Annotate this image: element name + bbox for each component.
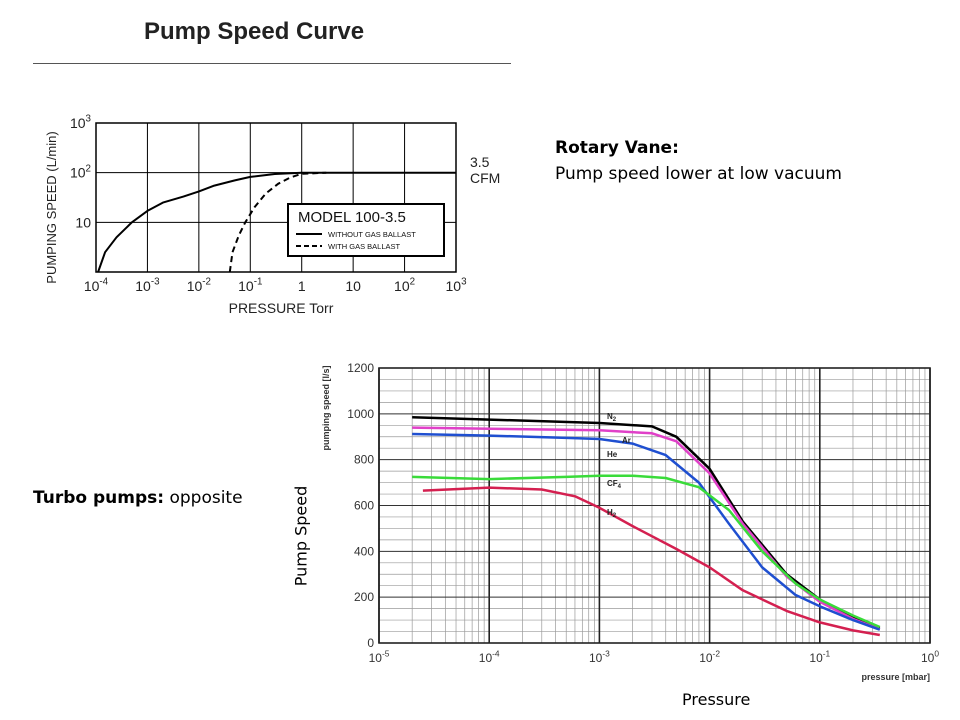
chart2-y-tick-label: 1000 [347,407,374,421]
turbo-note: Turbo pumps: opposite [33,485,243,511]
chart1-y-tick-label: 102 [70,163,91,180]
chart2-series-line [412,474,881,629]
chart2-y-tick-label: 600 [354,499,374,513]
chart1-x-tick-label: 10-4 [84,277,109,294]
chart2-x-tick-label: 10-5 [369,649,390,665]
title-divider [33,63,511,64]
chart2-x-tick-label: 10-1 [809,649,830,665]
chart1-right-label: CFM [470,170,500,186]
chart2-x-tick-label: 100 [921,649,939,665]
chart2-y-tick-label: 0 [367,636,374,650]
chart1-y-tick-label: 10 [75,214,91,230]
chart2-y-tick-label: 400 [354,544,374,558]
chart1-x-tick-label: 102 [394,277,415,294]
turbo-text: opposite [164,488,243,508]
chart1-x-tick-label: 10-3 [135,277,160,294]
chart1-x-tick-label: 10-2 [187,277,211,294]
chart2-y-axis-label: pumping speed [l/s] [321,365,331,450]
chart1-y-axis-label: PUMPING SPEED (L/min) [44,131,59,283]
chart2-series-label: Ar [622,436,631,445]
chart2-y-tick-label: 1200 [347,361,374,375]
chart2-x-tick-label: 10-3 [589,649,610,665]
chart1-legend-entry: WITH GAS BALLAST [328,242,401,251]
chart1-x-tick-label: 10-1 [238,277,262,294]
chart1-x-tick-label: 103 [445,277,467,294]
slide-title: Pump Speed Curve [144,18,365,45]
x-axis-caption: Pressure [682,690,751,709]
chart1-y-tick-label: 103 [70,114,92,131]
chart2-series-line [412,426,881,631]
chart1-x-axis-label: PRESSURE Torr [229,300,334,316]
chart1-right-label: 3.5 [470,154,490,170]
chart1-legend-box [287,203,445,257]
chart1-plot-frame [95,122,457,273]
chart2-series-line [412,432,881,631]
chart2-x-tick-label: 10-2 [699,649,720,665]
chart2-x-tick-label: 10-4 [479,649,500,665]
rotary-vane-note: Rotary Vane: Pump speed lower at low vac… [555,135,842,187]
rotary-vane-text: Pump speed lower at low vacuum [555,164,842,184]
chart2-series-label: He [607,450,618,459]
chart2-y-tick-label: 800 [354,453,374,467]
chart2-x-axis-label: pressure [mbar] [861,672,930,682]
chart1-series-line [228,171,327,273]
chart2-y-tick-label: 200 [354,590,374,604]
chart2-plot-frame [378,367,931,644]
chart1-legend-title: MODEL 100-3.5 [298,209,406,226]
chart2-series-label: H2 [607,508,617,519]
chart1-x-tick-label: 1 [298,278,306,294]
chart1-x-tick-label: 10 [345,278,361,294]
rotary-vane-heading: Rotary Vane: [555,138,679,158]
chart2-series-label: CF4 [607,479,622,490]
turbo-heading: Turbo pumps: [33,488,165,508]
chart1-series-line [97,171,456,273]
chart2-series-line [422,486,881,637]
chart2-series-label: N2 [607,412,617,423]
chart1-legend-entry: WITHOUT GAS BALLAST [328,230,416,239]
